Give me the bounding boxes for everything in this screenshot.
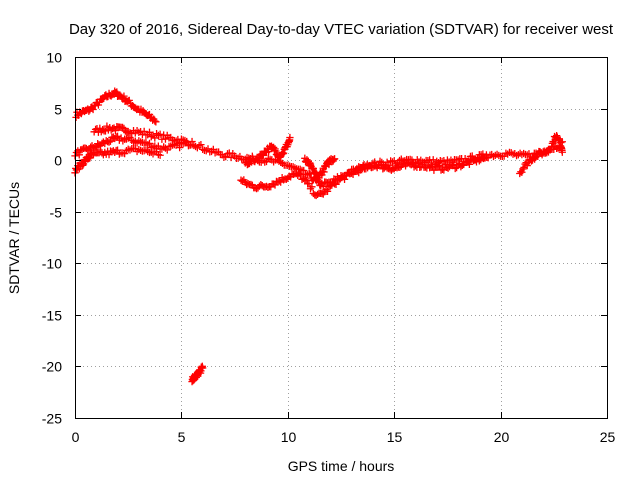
series-arc-high [72,87,160,126]
data-point-marker [555,136,564,144]
y-tick-label: -25 [42,411,62,427]
x-tick-label: 20 [494,429,510,445]
data-point-marker [175,143,184,152]
data-point-marker [156,151,164,159]
x-tick-label: 25 [600,429,616,445]
data-point-marker [254,156,262,165]
data-point-marker [296,171,305,179]
data-point-marker [140,127,148,136]
data-point-marker [550,139,558,147]
data-point-marker [151,117,159,125]
data-point-marker [309,164,317,173]
series-arc-spike-9 [241,133,294,169]
y-tick-label: -15 [42,308,62,324]
data-point-marker [305,179,313,188]
grid [75,57,607,418]
data-point-marker [558,148,566,156]
data-point-marker [414,159,422,168]
data-point-marker [332,180,340,189]
x-tick-label: 15 [387,429,403,445]
x-tick-label: 10 [281,429,297,445]
data-point-marker [105,138,113,146]
y-tick-label: 5 [54,102,62,118]
data-point-marker [183,137,191,146]
data-point-marker [264,147,273,156]
data-point-marker [75,151,83,159]
y-tick-label: -20 [42,359,62,375]
data-point-marker [320,168,328,176]
series-arc-outlier [188,362,207,386]
series-arc-end [516,131,566,178]
data-point-marker [106,137,115,145]
data-point-marker [523,161,531,170]
data-point-marker [308,183,316,191]
data-point-marker [534,152,542,160]
data-point-marker [272,147,280,155]
data-point-marker [340,175,349,183]
data-point-marker [101,127,110,135]
data-point-marker [319,182,327,191]
data-point-marker [435,162,444,170]
data-point-marker [465,160,474,168]
data-point-marker [484,153,492,161]
y-tick-label: 0 [54,153,62,169]
data-point-marker [355,168,363,177]
data-point-marker [156,130,164,138]
y-tick-label: 10 [46,50,62,66]
data-point-marker [430,166,438,174]
data-point-marker [548,143,556,151]
data-point-marker [113,146,122,154]
data-point-marker [145,139,154,148]
data-point-marker [86,154,94,162]
data-point-marker [197,140,205,149]
data-point-marker [323,187,332,195]
x-tick-label: 0 [72,429,80,445]
data-point-marker [330,155,338,164]
data-point-marker [300,166,308,175]
plot-frame [75,57,608,419]
x-axis-label: GPS time / hours [288,458,395,474]
data-point-marker [472,158,481,166]
series-arc-dip [237,151,492,200]
data-point-marker [118,123,127,132]
data-point-marker [105,151,113,159]
chart-title: Day 320 of 2016, Sidereal Day-to-day VTE… [69,21,614,38]
data-point-marker [279,150,287,158]
data-point-marker [518,168,526,176]
data-point-marker [286,133,294,142]
data-point-marker [89,105,97,114]
data-point-marker [377,160,386,169]
data-point-marker [199,364,207,372]
data-point-marker [152,118,160,126]
data-point-marker [120,92,128,100]
series-arc-lower [71,144,164,177]
data-point-marker [111,126,120,135]
data-point-marker [94,101,103,109]
x-tick-label: 5 [178,429,186,445]
y-tick-label: -10 [42,256,62,272]
data-point-marker [330,155,339,163]
y-tick-label: -5 [50,205,63,221]
ticks: 0 5 10 15 20 25 -25 -20 -15 -10 -5 0 5 10 [42,50,616,446]
data-point-marker [125,96,133,105]
data-point-marker [161,135,170,143]
data-point-marker [279,149,288,157]
data-point-marker [72,166,81,174]
series-arc-bump-11 [301,154,339,182]
data-series [71,87,566,386]
data-point-marker [145,128,154,136]
y-axis-label: SDTVAR / TECUs [6,182,22,294]
data-point-marker [113,88,121,96]
